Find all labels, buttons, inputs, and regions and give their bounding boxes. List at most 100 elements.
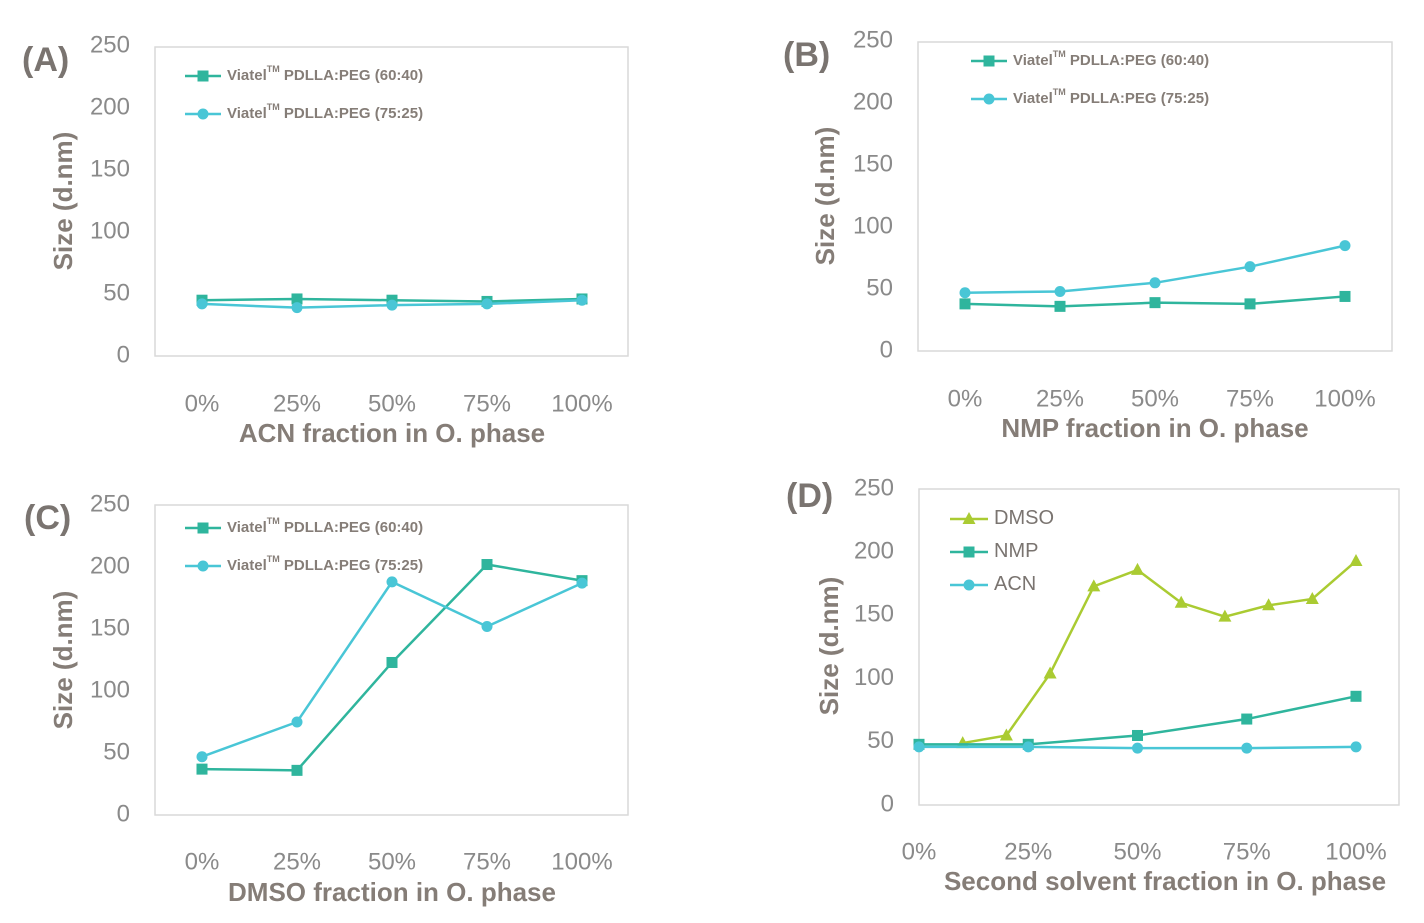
data-point bbox=[999, 728, 1013, 741]
panel-label: (C) bbox=[24, 499, 71, 537]
y-tick-label: 100 bbox=[90, 217, 130, 244]
x-tick-label: 100% bbox=[551, 848, 612, 875]
legend-label: ViatelTM PDLLA:PEG (60:40) bbox=[227, 64, 423, 84]
legend-label: ViatelTM PDLLA:PEG (60:40) bbox=[1013, 49, 1209, 69]
data-point bbox=[1132, 729, 1143, 741]
x-tick-label: 50% bbox=[368, 848, 416, 875]
legend-label: ViatelTM PDLLA:PEG (60:40) bbox=[227, 516, 423, 536]
data-point bbox=[1087, 579, 1101, 592]
x-tick-label: 100% bbox=[1314, 385, 1375, 412]
x-tick-label: 75% bbox=[463, 390, 511, 417]
x-axis-title: DMSO fraction in O. phase bbox=[228, 877, 556, 907]
x-tick-label: 0% bbox=[185, 390, 220, 417]
x-tick-label: 50% bbox=[368, 390, 416, 417]
series-line bbox=[962, 560, 1357, 745]
data-point bbox=[291, 293, 303, 305]
x-tick-label: 100% bbox=[1325, 838, 1386, 865]
y-tick-label: 100 bbox=[90, 676, 130, 703]
data-point bbox=[576, 294, 588, 306]
data-point bbox=[291, 302, 303, 314]
data-point bbox=[1218, 609, 1232, 622]
series-1 bbox=[196, 294, 588, 314]
data-point bbox=[386, 656, 398, 668]
y-tick-label: 200 bbox=[90, 93, 130, 120]
data-point bbox=[386, 576, 398, 588]
series-0 bbox=[196, 559, 588, 776]
data-point bbox=[1349, 554, 1363, 567]
legend: DMSO NMP ACN bbox=[950, 507, 1054, 595]
x-tick-label: 75% bbox=[1223, 838, 1271, 865]
data-point bbox=[481, 298, 493, 310]
data-point bbox=[196, 751, 208, 763]
series-2 bbox=[913, 741, 1362, 754]
legend-marker bbox=[197, 70, 209, 82]
x-tick-label: 0% bbox=[185, 848, 220, 875]
data-point bbox=[1149, 297, 1161, 309]
data-point bbox=[1262, 598, 1276, 611]
data-point bbox=[1132, 742, 1143, 754]
x-axis-title: NMP fraction in O. phase bbox=[1001, 413, 1308, 443]
y-tick-label: 100 bbox=[854, 664, 894, 691]
y-tick-label: 150 bbox=[90, 155, 130, 182]
data-point bbox=[1305, 591, 1319, 604]
y-tick-label: 50 bbox=[103, 738, 130, 765]
x-tick-label: 50% bbox=[1131, 385, 1179, 412]
y-tick-label: 0 bbox=[880, 336, 893, 363]
x-tick-label: 25% bbox=[1004, 838, 1052, 865]
legend: ViatelTM PDLLA:PEG (60:40) ViatelTM PDLLA… bbox=[971, 49, 1209, 107]
x-axis-title: Second solvent fraction in O. phase bbox=[944, 866, 1386, 896]
series-1 bbox=[196, 576, 588, 763]
data-point bbox=[1131, 562, 1144, 575]
y-tick-label: 250 bbox=[90, 31, 130, 58]
x-axis-title: ACN fraction in O. phase bbox=[239, 418, 545, 448]
y-axis-title: Size (d.nm) bbox=[48, 591, 78, 730]
plot-frame bbox=[154, 46, 629, 357]
y-tick-label: 50 bbox=[103, 279, 130, 306]
legend-label: DMSO bbox=[994, 507, 1054, 529]
y-tick-label: 200 bbox=[90, 552, 130, 579]
data-point bbox=[1339, 290, 1351, 302]
legend-label: ViatelTM PDLLA:PEG (75:25) bbox=[227, 102, 423, 122]
y-tick-label: 150 bbox=[90, 614, 130, 641]
y-tick-label: 250 bbox=[854, 474, 894, 501]
series-0 bbox=[959, 290, 1351, 312]
y-tick-label: 250 bbox=[853, 26, 893, 53]
y-tick-label: 150 bbox=[854, 601, 894, 628]
chart-panel-c: (C) 0 50 100 150 200 250 0% 25% 50% 75% 100%DMSO fr… bbox=[24, 490, 629, 907]
data-point bbox=[1054, 285, 1066, 297]
legend-marker bbox=[983, 55, 995, 67]
y-axis-title: Size (d.nm) bbox=[48, 132, 78, 271]
data-point bbox=[1043, 666, 1057, 679]
data-point bbox=[1350, 690, 1362, 702]
y-tick-label: 0 bbox=[117, 800, 130, 827]
data-point bbox=[291, 764, 303, 776]
y-axis-title: Size (d.nm) bbox=[810, 127, 840, 266]
panel-label: (D) bbox=[786, 477, 833, 515]
data-point bbox=[1241, 742, 1253, 754]
legend-marker bbox=[963, 579, 975, 591]
data-point bbox=[959, 298, 971, 310]
data-point bbox=[1244, 261, 1256, 273]
data-point bbox=[386, 299, 398, 311]
x-tick-label: 50% bbox=[1113, 838, 1161, 865]
data-point bbox=[1149, 277, 1161, 289]
data-point bbox=[959, 287, 971, 299]
y-tick-label: 100 bbox=[853, 212, 893, 239]
y-tick-label: 0 bbox=[881, 790, 894, 817]
x-tick-label: 75% bbox=[463, 848, 511, 875]
x-tick-label: 25% bbox=[273, 848, 321, 875]
x-tick-label: 25% bbox=[1036, 385, 1084, 412]
y-tick-label: 200 bbox=[853, 88, 893, 115]
x-tick-label: 100% bbox=[551, 390, 612, 417]
x-tick-label: 25% bbox=[273, 390, 321, 417]
data-point bbox=[1350, 741, 1362, 753]
y-tick-label: 150 bbox=[853, 150, 893, 177]
data-point bbox=[576, 577, 588, 589]
x-tick-label: 0% bbox=[902, 838, 937, 865]
legend-marker bbox=[197, 522, 209, 534]
legend-marker bbox=[983, 93, 995, 105]
x-tick-label: 0% bbox=[948, 385, 983, 412]
data-point bbox=[913, 741, 925, 753]
chart-panel-b: (B) 0 50 100 150 200 250 0% 25% 50% 75% 100%NMP fra… bbox=[783, 26, 1393, 443]
legend-marker bbox=[962, 512, 976, 524]
